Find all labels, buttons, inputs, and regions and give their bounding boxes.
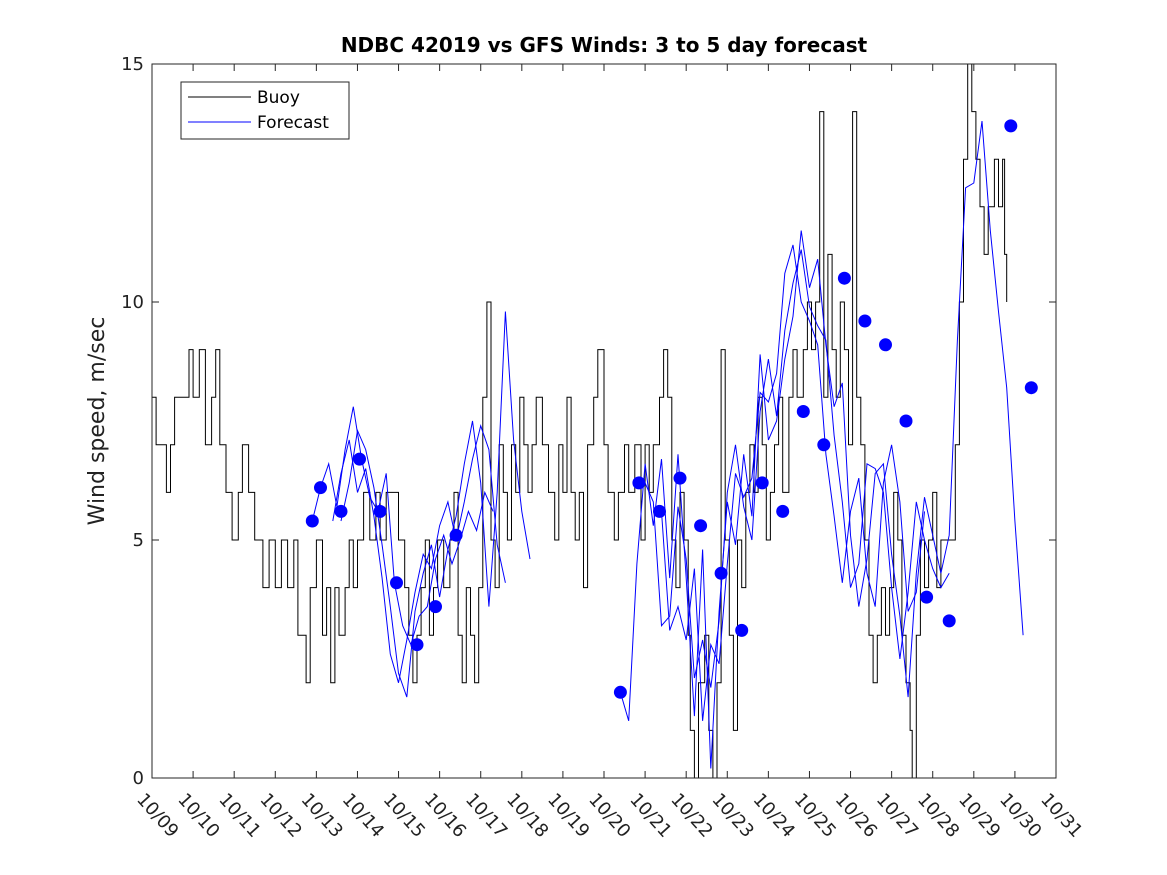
forecast-series-line [661,244,925,721]
forecast-series-line [619,121,1024,769]
axes-box [151,63,1057,779]
legend-box [180,81,350,140]
forecast-series-line [340,311,531,698]
forecast-point-marker [837,271,851,285]
forecast-point-marker [879,338,892,352]
x-tick-label: 10/20 [584,789,634,842]
y-tick-label: 15 [121,54,144,75]
x-tick-label: 10/29 [954,789,1004,842]
forecast-point-marker [796,405,810,418]
forecast-point-marker [1004,119,1018,133]
chart-title: NDBC 42019 vs GFS Winds: 3 to 5 day fore… [341,33,868,57]
x-tick-label: 10/13 [297,789,347,842]
y-tick-label: 10 [121,292,144,313]
x-tick-label: 10/22 [666,789,716,842]
legend-buoy-label: Buoy [257,88,300,108]
forecast-point-marker [410,638,424,652]
x-tick-label: 10/31 [1036,789,1086,842]
forecast-point-marker [755,476,769,490]
forecast-point-marker [449,528,463,542]
x-tick-label: 10/18 [502,789,552,842]
legend-forecast-label: Forecast [257,113,329,133]
forecast-point-marker [714,566,728,580]
forecast-point-marker [776,504,790,518]
forecast-point-marker [390,576,403,590]
forecast-point-marker [920,590,934,604]
buoy-series-line [152,64,1008,778]
x-tick-label: 10/17 [461,789,511,842]
forecast-point-marker [858,314,872,328]
forecast-point-marker [942,614,956,628]
forecast-point-marker [373,504,387,518]
x-tick-label: 10/09 [132,789,182,842]
x-tick-label: 10/16 [420,789,470,842]
x-tick-label: 10/30 [995,789,1045,842]
x-tick-label: 10/15 [379,789,429,842]
x-tick-label: 10/12 [256,789,306,842]
forecast-point-marker [305,514,319,528]
x-tick-label: 10/10 [173,789,223,842]
legend: Buoy Forecast [180,81,350,140]
x-tick-label: 10/21 [625,789,675,842]
forecast-point-marker [429,600,442,614]
y-axis-label: Wind speed, m/sec [85,317,110,526]
forecast-point-marker [353,452,366,466]
x-tick-label: 10/28 [913,789,963,842]
x-tick-label: 10/25 [790,789,840,842]
forecast-point-marker [899,414,913,428]
x-tick-label: 10/14 [338,789,388,842]
forecast-point-marker [314,481,327,495]
x-tick-label: 10/19 [543,789,593,842]
forecast-series-line [644,249,950,688]
forecast-point-marker [334,504,348,518]
y-tick-label: 0 [133,768,144,789]
x-tick-label: 10/24 [749,789,799,842]
forecast-point-marker [694,519,708,533]
x-tick-label: 10/27 [872,789,922,842]
forecast-point-marker [1024,381,1038,395]
x-tick-label: 10/11 [214,789,264,842]
forecast-point-marker [673,471,687,485]
y-tick-label: 5 [133,530,144,551]
x-tick-label: 10/23 [708,789,758,842]
axis-ticks: 05101510/0910/1010/1110/1210/1310/1410/1… [121,54,1087,842]
forecast-point-marker [632,476,646,490]
x-tick-label: 10/26 [831,789,881,842]
plot-area [152,64,1038,778]
forecast-series-line [332,424,506,683]
forecast-point-marker [653,504,666,518]
forecast-point-marker [613,685,627,699]
forecast-point-marker [817,438,831,452]
forecast-point-marker [735,623,749,637]
